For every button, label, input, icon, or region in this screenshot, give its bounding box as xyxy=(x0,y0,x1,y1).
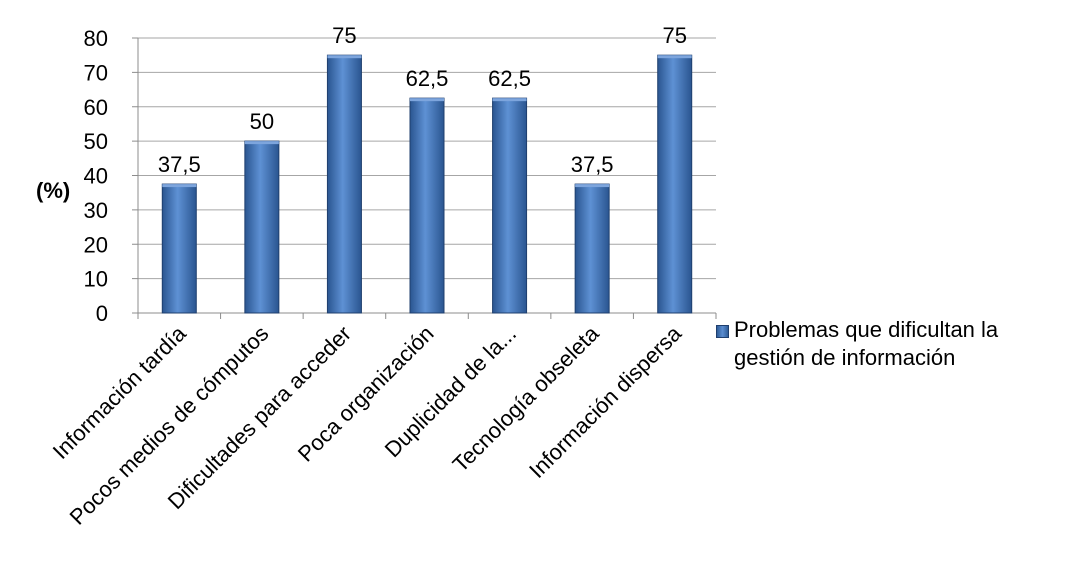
bar-top xyxy=(244,141,279,145)
y-tick-label: 0 xyxy=(96,301,108,326)
bar-top xyxy=(492,98,527,102)
legend-label: Problemas que dificultan la gestión de i… xyxy=(734,317,999,370)
bar xyxy=(244,140,280,314)
axes xyxy=(132,37,717,319)
y-tick-label: 50 xyxy=(84,129,108,154)
data-label: 75 xyxy=(332,23,356,48)
bar-top xyxy=(657,55,692,59)
y-tick-label: 20 xyxy=(84,232,108,257)
category-label: Información dispersa xyxy=(524,320,687,483)
y-tick-label: 60 xyxy=(84,95,108,120)
bar xyxy=(161,183,197,314)
bar-top xyxy=(410,98,444,102)
y-tick-label: 40 xyxy=(84,164,108,189)
data-label: 62,5 xyxy=(488,66,531,91)
y-tick-labels: 0 10 20 30 40 50 60 70 80 xyxy=(84,26,108,326)
data-label: 37,5 xyxy=(158,152,201,177)
bar-top xyxy=(575,184,610,188)
y-axis-label: (%) xyxy=(36,178,70,203)
y-tick-label: 80 xyxy=(84,26,108,51)
bar-top xyxy=(327,55,362,59)
data-label: 50 xyxy=(250,109,274,134)
y-tick-label: 30 xyxy=(84,198,108,223)
bar xyxy=(409,97,445,314)
bar xyxy=(492,97,528,314)
legend-swatch xyxy=(716,325,729,338)
data-label: 62,5 xyxy=(406,66,449,91)
category-label: Información tardía xyxy=(48,320,192,464)
legend: Problemas que dificultan la gestión de i… xyxy=(716,316,1070,372)
y-tick-label: 10 xyxy=(84,267,108,292)
data-label: 75 xyxy=(662,23,686,48)
category-label: Poca organización xyxy=(293,321,439,467)
bar-top xyxy=(162,184,197,188)
bar xyxy=(326,54,362,314)
bar xyxy=(574,183,610,314)
category-label: Tecnología obseleta xyxy=(448,320,605,477)
data-label: 37,5 xyxy=(571,152,614,177)
y-tick-label: 70 xyxy=(84,60,108,85)
bar xyxy=(657,54,693,314)
bars xyxy=(161,54,693,314)
data-labels: 37,5 50 75 62,5 62,5 37,5 75 xyxy=(158,23,687,177)
